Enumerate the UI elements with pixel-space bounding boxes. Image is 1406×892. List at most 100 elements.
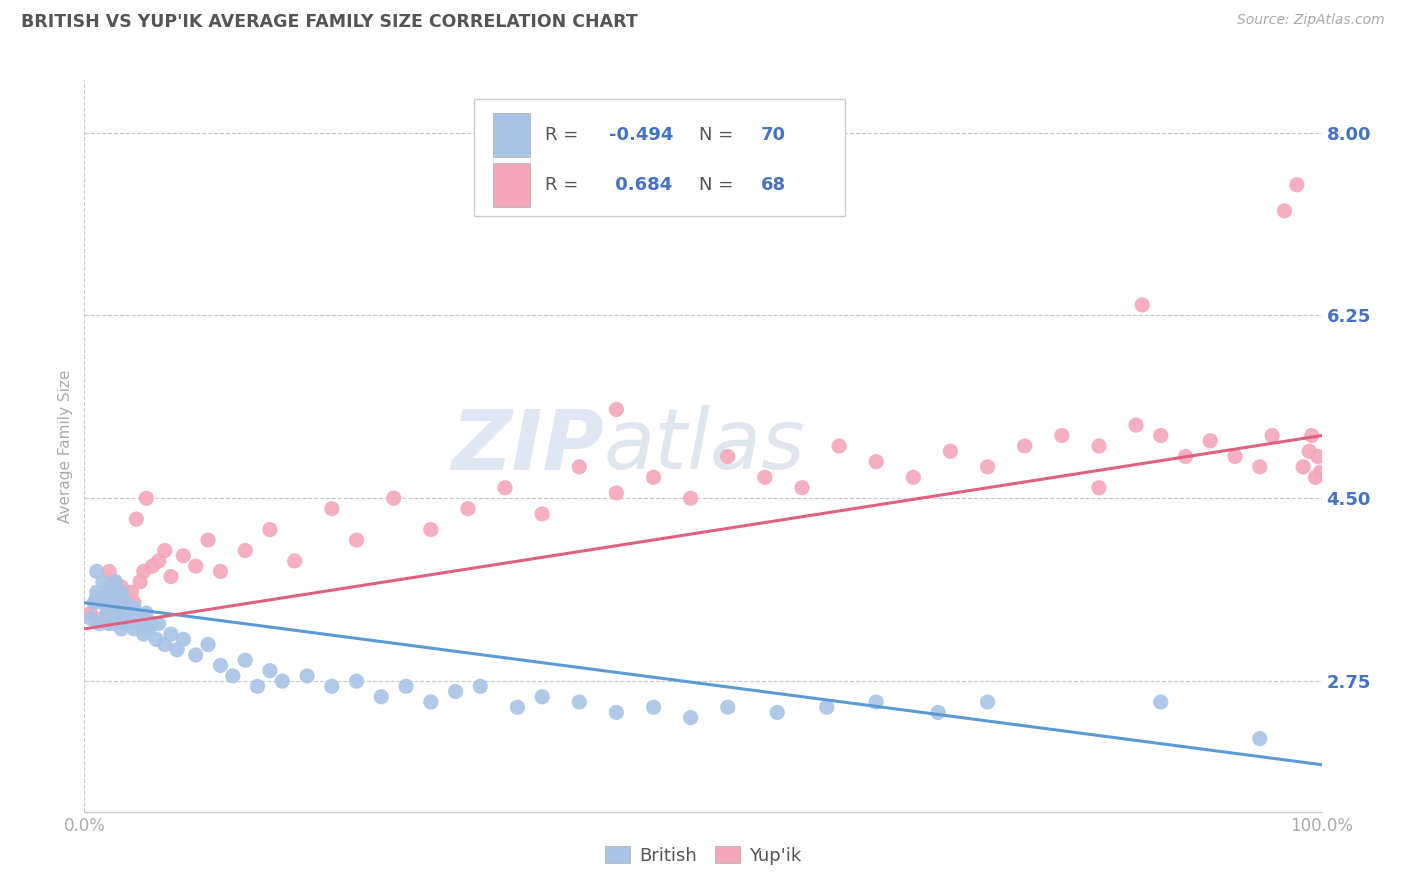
Text: R =: R = xyxy=(544,176,583,194)
Point xyxy=(110,606,132,620)
Text: 0.684: 0.684 xyxy=(609,176,672,194)
Point xyxy=(209,565,232,579)
Point xyxy=(166,642,188,657)
Point xyxy=(117,601,139,615)
Point xyxy=(222,669,245,683)
FancyBboxPatch shape xyxy=(492,113,530,157)
Point xyxy=(108,611,131,625)
Point xyxy=(160,627,183,641)
Point xyxy=(1223,450,1246,464)
Point xyxy=(129,611,152,625)
Point xyxy=(120,606,142,620)
Point xyxy=(865,455,887,469)
Point xyxy=(1088,439,1111,453)
Point xyxy=(1298,444,1320,458)
FancyBboxPatch shape xyxy=(492,163,530,207)
Point xyxy=(1292,459,1315,474)
Text: ZIP: ZIP xyxy=(451,406,605,486)
Point xyxy=(138,622,160,636)
Point xyxy=(259,664,281,678)
Point xyxy=(153,543,176,558)
Point xyxy=(114,616,136,631)
Point xyxy=(114,596,136,610)
Point xyxy=(79,606,101,620)
Text: 70: 70 xyxy=(761,126,786,145)
Point xyxy=(153,638,176,652)
Point xyxy=(104,574,127,589)
Point xyxy=(122,601,145,615)
Point xyxy=(125,616,148,631)
Point xyxy=(259,523,281,537)
Point xyxy=(89,616,111,631)
Point xyxy=(96,606,118,620)
Point xyxy=(531,507,554,521)
Point xyxy=(98,580,121,594)
Point xyxy=(132,565,155,579)
Point xyxy=(246,679,269,693)
Point xyxy=(1285,178,1308,192)
Point xyxy=(382,491,405,506)
Point xyxy=(643,700,665,714)
Point xyxy=(346,533,368,547)
Point xyxy=(828,439,851,453)
Point xyxy=(100,596,122,610)
Point xyxy=(197,533,219,547)
Point xyxy=(1050,428,1073,442)
Point xyxy=(209,658,232,673)
Point xyxy=(717,700,740,714)
Point xyxy=(104,616,127,631)
Point xyxy=(643,470,665,484)
Point xyxy=(96,585,118,599)
Text: 68: 68 xyxy=(761,176,786,194)
Point xyxy=(91,611,114,625)
Point xyxy=(1125,418,1147,433)
Point xyxy=(1088,481,1111,495)
Point xyxy=(160,569,183,583)
Point xyxy=(903,470,925,484)
Point xyxy=(98,601,121,615)
Point xyxy=(122,622,145,636)
Point xyxy=(419,695,441,709)
Text: R =: R = xyxy=(544,126,583,145)
Point xyxy=(790,481,813,495)
Point xyxy=(605,402,627,417)
Point xyxy=(346,674,368,689)
Point xyxy=(457,501,479,516)
Point xyxy=(141,616,163,631)
Point xyxy=(91,596,114,610)
Point xyxy=(1261,428,1284,442)
Point xyxy=(129,574,152,589)
Point xyxy=(284,554,307,568)
Point xyxy=(96,585,118,599)
Point xyxy=(117,611,139,625)
Point xyxy=(321,501,343,516)
Point xyxy=(470,679,492,693)
Point xyxy=(108,601,131,615)
Point xyxy=(79,611,101,625)
Point xyxy=(321,679,343,693)
Point xyxy=(494,481,516,495)
Point xyxy=(444,684,467,698)
Point xyxy=(1014,439,1036,453)
Point xyxy=(1174,450,1197,464)
Point xyxy=(86,565,108,579)
Point xyxy=(865,695,887,709)
Point xyxy=(83,596,105,610)
Point xyxy=(135,491,157,506)
Legend: British, Yup'ik: British, Yup'ik xyxy=(598,839,808,872)
Point xyxy=(110,585,132,599)
Point xyxy=(754,470,776,484)
Point xyxy=(233,543,256,558)
Point xyxy=(679,491,702,506)
Point xyxy=(1274,203,1296,218)
Point xyxy=(506,700,529,714)
Point xyxy=(98,616,121,631)
Point xyxy=(370,690,392,704)
Point xyxy=(976,459,998,474)
Point xyxy=(679,711,702,725)
Text: -0.494: -0.494 xyxy=(609,126,673,145)
Point xyxy=(295,669,318,683)
Point xyxy=(1309,465,1331,479)
Point xyxy=(122,596,145,610)
Point xyxy=(717,450,740,464)
